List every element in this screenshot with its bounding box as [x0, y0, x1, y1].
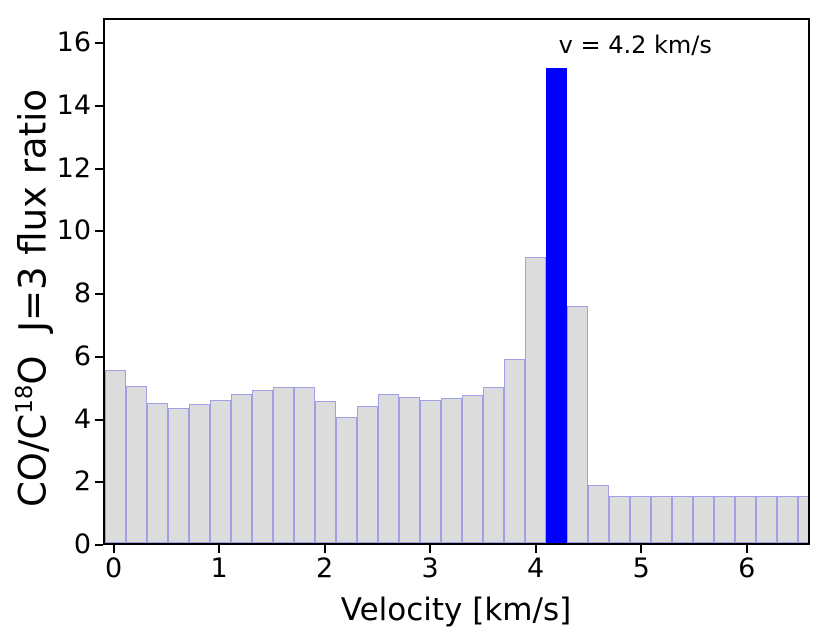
histogram-bar — [335, 416, 357, 543]
histogram-bar — [650, 496, 672, 543]
histogram-bar — [146, 402, 168, 543]
histogram-bar — [356, 406, 378, 543]
y-axis-tick — [95, 544, 103, 546]
x-tick-label: 1 — [210, 553, 228, 584]
x-axis-tick — [640, 545, 643, 553]
y-tick-label: 8 — [73, 278, 91, 310]
y-tick-label: 4 — [73, 403, 91, 435]
histogram-bar — [105, 370, 126, 543]
y-axis-tick — [95, 355, 103, 358]
histogram-bar — [629, 496, 651, 543]
histogram-bar — [482, 387, 504, 543]
x-axis-tick — [745, 545, 748, 553]
histogram-bar — [230, 393, 252, 543]
histogram-bar — [692, 496, 714, 543]
histogram-bar — [251, 390, 273, 543]
y-tick-label: 10 — [56, 215, 91, 247]
x-tick-label: 5 — [632, 553, 650, 584]
x-tick-label: 3 — [421, 553, 439, 584]
histogram-bar — [776, 496, 798, 543]
histogram-bar — [272, 387, 294, 543]
y-tick-label: 16 — [56, 27, 91, 59]
histogram-bar — [566, 306, 588, 543]
x-tick-label: 2 — [316, 553, 334, 584]
x-axis-tick — [323, 545, 326, 553]
x-axis-tick — [218, 545, 221, 553]
y-tick-label: 14 — [56, 89, 91, 121]
plot-area — [103, 18, 810, 545]
peak-annotation: v = 4.2 km/s — [558, 31, 712, 59]
y-axis-tick — [95, 104, 103, 107]
histogram-bar — [524, 256, 546, 543]
y-tick-label: 6 — [73, 340, 91, 372]
y-axis-tick — [95, 167, 103, 170]
x-tick-label: 0 — [104, 553, 123, 584]
y-axis-tick — [95, 481, 103, 484]
x-axis-label: Velocity [km/s] — [340, 592, 572, 628]
histogram-bar — [314, 401, 336, 543]
x-tick-label: 6 — [738, 553, 756, 584]
histogram-bar — [440, 398, 462, 543]
histogram-bar — [293, 387, 315, 543]
histogram-bar — [167, 407, 189, 543]
y-tick-label: 2 — [73, 466, 91, 498]
histogram-bar — [713, 496, 735, 543]
histogram-bar — [755, 496, 777, 543]
y-tick-label: 12 — [56, 152, 91, 184]
histogram-bar — [587, 485, 609, 543]
histogram-bar — [734, 496, 756, 543]
histogram-bar — [461, 395, 483, 543]
histogram-bar — [671, 496, 693, 543]
x-axis-tick — [112, 545, 115, 553]
histogram-bar — [188, 404, 210, 543]
histogram-bar — [419, 399, 441, 543]
histogram-bar — [797, 496, 808, 543]
y-axis-tick — [95, 418, 103, 421]
x-tick-label: 4 — [527, 553, 545, 584]
x-axis-tick — [534, 545, 537, 553]
histogram-bar — [398, 396, 420, 543]
histogram-bar — [209, 399, 231, 543]
histogram-bar — [377, 393, 399, 543]
histogram-bar — [608, 496, 630, 543]
y-axis-tick — [95, 42, 103, 45]
y-axis-tick — [95, 293, 103, 296]
y-axis-tick — [95, 230, 103, 233]
x-axis-tick — [429, 545, 432, 553]
histogram-bar — [125, 385, 147, 543]
histogram-bar — [503, 359, 525, 543]
y-tick-label: 0 — [73, 529, 91, 560]
highlighted-bar — [545, 68, 567, 543]
